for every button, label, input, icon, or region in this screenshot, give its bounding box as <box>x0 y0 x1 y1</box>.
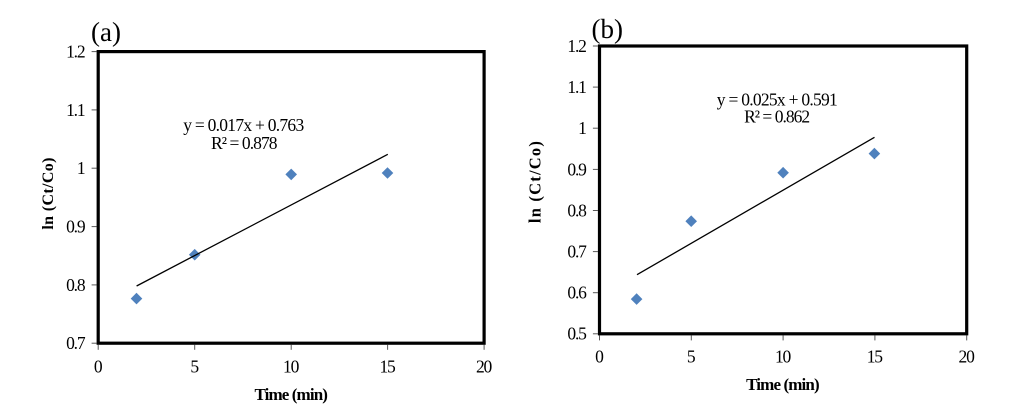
svg-text:0.5: 0.5 <box>567 324 587 344</box>
svg-text:0: 0 <box>595 347 604 367</box>
svg-text:Time (min): Time (min) <box>746 375 820 394</box>
svg-text:ln (Ct/Co): ln (Ct/Co) <box>526 141 545 223</box>
svg-text:10: 10 <box>775 347 792 367</box>
svg-text:Time (min): Time (min) <box>254 385 328 404</box>
svg-text:0.8: 0.8 <box>66 275 86 295</box>
svg-text:1: 1 <box>77 158 86 178</box>
svg-text:1.1: 1.1 <box>567 77 587 97</box>
svg-text:5: 5 <box>190 357 199 377</box>
svg-text:15: 15 <box>379 357 396 377</box>
svg-text:15: 15 <box>867 347 884 367</box>
svg-text:0.6: 0.6 <box>567 283 587 303</box>
svg-text:5: 5 <box>687 347 696 367</box>
svg-text:20: 20 <box>476 357 493 377</box>
svg-text:1: 1 <box>578 118 587 138</box>
svg-text:y = 0.025x + 0.591: y = 0.025x + 0.591 <box>717 89 838 109</box>
svg-text:0.9: 0.9 <box>66 217 86 237</box>
svg-text:0.7: 0.7 <box>66 333 86 353</box>
svg-text:20: 20 <box>959 347 976 367</box>
svg-text:1.1: 1.1 <box>66 100 86 120</box>
svg-text:0.8: 0.8 <box>567 200 587 220</box>
svg-text:(a): (a) <box>91 17 121 47</box>
svg-text:0: 0 <box>94 357 103 377</box>
svg-text:(b): (b) <box>592 14 623 44</box>
svg-text:1.2: 1.2 <box>567 36 587 56</box>
svg-text:R² = 0.862: R² = 0.862 <box>744 106 810 126</box>
svg-text:0.9: 0.9 <box>567 159 587 179</box>
svg-text:R² = 0.878: R² = 0.878 <box>211 133 278 153</box>
svg-text:ln (Ct/Co): ln (Ct/Co) <box>40 158 57 230</box>
svg-text:1.2: 1.2 <box>66 42 86 62</box>
svg-text:y = 0.017x + 0.763: y = 0.017x + 0.763 <box>183 115 304 135</box>
svg-text:10: 10 <box>283 357 300 377</box>
svg-text:0.7: 0.7 <box>567 242 587 262</box>
